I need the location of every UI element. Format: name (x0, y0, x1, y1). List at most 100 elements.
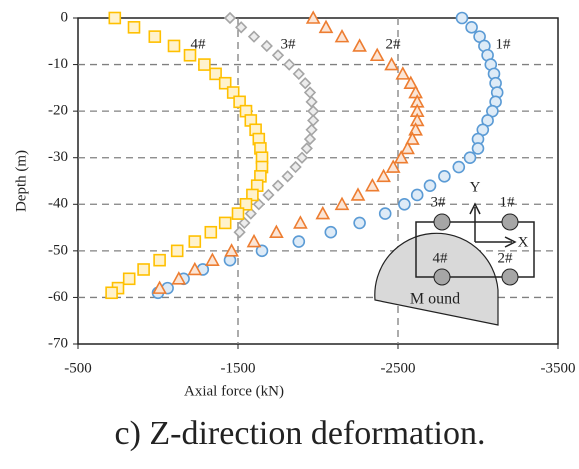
marker (334, 196, 350, 211)
marker (303, 132, 317, 146)
y-tick-label: -20 (48, 103, 68, 119)
marker (410, 188, 424, 202)
series-annotation: 3# (281, 36, 297, 52)
x-tick-label: -500 (64, 360, 92, 376)
marker (438, 170, 451, 183)
inset-label: 2# (498, 250, 514, 266)
marker (465, 21, 478, 34)
marker (271, 179, 285, 192)
marker (148, 30, 162, 43)
marker (281, 170, 294, 183)
marker (403, 75, 419, 89)
marker (204, 225, 218, 239)
marker (299, 77, 312, 90)
marker (300, 142, 313, 155)
plot-area: 0 -10 -20 -30 -40 -50 -60 -70 -500 -1500 -2500 -350… (48, 9, 576, 376)
axis-arrows (469, 202, 517, 248)
y-tick-label: -50 (48, 242, 68, 258)
marker (334, 28, 350, 43)
marker (171, 271, 187, 285)
marker (385, 159, 401, 173)
marker (365, 177, 380, 192)
marker (463, 151, 477, 165)
marker (235, 21, 248, 34)
marker (170, 244, 184, 258)
marker (376, 168, 391, 183)
y-tick-label: 0 (61, 9, 69, 25)
marker (226, 86, 240, 99)
marker (153, 253, 166, 267)
mound-label: M ound (410, 291, 460, 308)
inset-label: 4# (433, 250, 449, 266)
marker (292, 67, 305, 81)
x-axis-label: Axial force (kN) (184, 383, 284, 399)
marker (198, 58, 211, 71)
marker (260, 39, 273, 53)
marker (255, 244, 269, 258)
marker (452, 160, 466, 174)
marker (187, 261, 203, 276)
marker (238, 216, 251, 230)
marker (378, 207, 392, 220)
marker (262, 188, 275, 202)
series-annotation: 1# (496, 36, 512, 52)
marker (205, 252, 220, 266)
marker (233, 95, 246, 109)
marker (307, 114, 320, 127)
inset-label: 1# (500, 194, 516, 210)
marker (188, 235, 202, 248)
marker (353, 216, 366, 230)
marker (292, 235, 306, 248)
marker (247, 30, 261, 43)
marker (218, 216, 232, 230)
y-tick-label: -30 (48, 149, 68, 165)
inset-axis-label: Y (470, 179, 481, 195)
inset-label: 3# (431, 194, 447, 210)
marker (223, 11, 237, 25)
marker (455, 11, 469, 25)
marker (369, 47, 385, 62)
marker (324, 225, 338, 239)
marker (231, 207, 245, 220)
marker (108, 11, 122, 25)
pile (501, 213, 519, 231)
marker (246, 233, 262, 248)
marker (352, 38, 367, 52)
marker (405, 131, 420, 145)
marker (239, 197, 253, 211)
series-annotation: 4# (191, 36, 207, 52)
marker (252, 198, 265, 211)
marker (295, 151, 309, 164)
marker (350, 187, 366, 201)
y-tick-label: -40 (48, 196, 68, 212)
marker (283, 58, 296, 71)
marker (293, 215, 308, 229)
caption: c) Z-direction deformation. (114, 415, 485, 452)
y-tick-label: -10 (48, 56, 68, 72)
marker (246, 188, 259, 202)
marker (105, 286, 118, 300)
y-tick-label: -70 (48, 335, 68, 351)
marker (423, 179, 437, 192)
marker (183, 48, 197, 62)
marker (269, 224, 284, 239)
marker (127, 21, 141, 34)
marker (137, 263, 150, 276)
marker (152, 280, 167, 294)
x-tick-label: -1500 (221, 360, 256, 376)
marker (224, 243, 239, 257)
marker (167, 39, 181, 53)
marker (303, 86, 317, 99)
x-tick-label: -3500 (541, 360, 576, 376)
inset-diagram: 3# 1# 4# 2# Y X M ound (374, 179, 535, 326)
marker (271, 49, 285, 62)
marker (393, 150, 409, 164)
marker (305, 95, 318, 108)
pile (433, 268, 451, 286)
marker (400, 140, 415, 155)
pile (501, 268, 519, 286)
marker (244, 207, 257, 220)
marker (384, 56, 399, 71)
marker (218, 76, 232, 90)
marker (315, 205, 331, 220)
